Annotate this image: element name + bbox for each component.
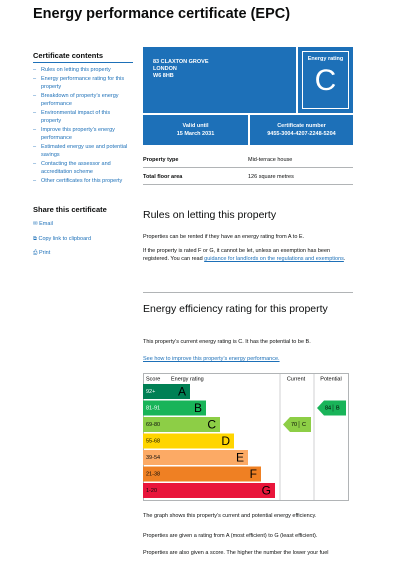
share-item[interactable]: ✉ Email bbox=[33, 221, 53, 227]
address-line: 83 CLAXTON GROVE bbox=[153, 59, 209, 65]
band-letter: B bbox=[194, 401, 202, 415]
band-letter: F bbox=[250, 467, 257, 481]
graph-header: Energy rating bbox=[171, 376, 204, 382]
band-letter: A bbox=[178, 385, 186, 399]
rating-label: Energy rating bbox=[307, 56, 344, 62]
detail-label: Total floor area bbox=[143, 174, 183, 180]
contents-link[interactable]: Breakdown of property’s energy performan… bbox=[33, 92, 131, 108]
rating-band bbox=[143, 466, 261, 482]
graph-header: Potential bbox=[320, 376, 341, 382]
band-score: 69-80 bbox=[146, 422, 160, 428]
rating-box: Energy rating C bbox=[298, 47, 353, 113]
contents-link[interactable]: Improve this property’s energy performan… bbox=[33, 126, 131, 142]
graph-header: Current bbox=[287, 376, 306, 382]
note: Properties are also given a score. The h… bbox=[143, 550, 329, 556]
address-line: W6 8HB bbox=[153, 73, 174, 79]
share-label[interactable]: Copy link to clipboard bbox=[38, 235, 92, 242]
rating-band bbox=[143, 400, 206, 416]
current-score: 70 bbox=[291, 422, 297, 428]
cert-box: Certificate number 9455-3004-4207-2248-5… bbox=[250, 115, 353, 145]
band-letter: D bbox=[221, 434, 230, 448]
share-list: ✉ Email ⧉ Copy link to clipboard ⎙ Print bbox=[33, 220, 133, 264]
improve-link[interactable]: See how to improve this property’s energ… bbox=[143, 356, 280, 362]
row-divider bbox=[143, 184, 353, 185]
potential-score: 84 bbox=[325, 405, 331, 411]
efficiency-title: Energy efficiency rating for this proper… bbox=[143, 303, 328, 315]
share-item[interactable]: ⎙ Print bbox=[33, 250, 51, 256]
rating-band bbox=[143, 417, 220, 432]
band-score: 1-20 bbox=[146, 488, 157, 494]
current-letter: C bbox=[302, 422, 306, 428]
contents-link[interactable]: Estimated energy use and potential savin… bbox=[33, 143, 131, 159]
band-letter: C bbox=[207, 418, 216, 432]
efficiency-text: This property’s current energy rating is… bbox=[143, 339, 311, 345]
band-score: 21-38 bbox=[146, 471, 160, 477]
valid-label: Valid until bbox=[182, 123, 209, 129]
share-item[interactable]: ⧉ Copy link to clipboard bbox=[33, 235, 92, 242]
rating-graph: Score Energy rating Current Potential 92+ A 81… bbox=[143, 373, 349, 501]
contents-title: Certificate contents bbox=[33, 51, 104, 60]
page-title: Energy performance certificate (EPC) bbox=[33, 6, 291, 22]
contents-link[interactable]: Environmental impact of this property bbox=[33, 109, 131, 125]
rules-title: Rules on letting this property bbox=[143, 209, 277, 221]
contents-link[interactable]: Other certificates for this property bbox=[33, 177, 131, 185]
band-letter: G bbox=[262, 484, 271, 498]
potential-arrow bbox=[317, 400, 346, 416]
share-label[interactable]: Print bbox=[38, 250, 51, 256]
share-title: Share this certificate bbox=[33, 205, 107, 214]
band-score: 81-91 bbox=[146, 405, 160, 411]
row-divider bbox=[143, 167, 353, 168]
valid-date: 15 March 2031 bbox=[176, 131, 215, 137]
graph-header: Score bbox=[146, 376, 160, 382]
note: Properties are given a rating from A (mo… bbox=[143, 533, 318, 539]
address: 83 CLAXTON GROVE LONDON W6 8HB bbox=[153, 59, 209, 80]
detail-label: Property type bbox=[143, 157, 179, 163]
potential-letter: B bbox=[336, 405, 340, 411]
rating-letter: C bbox=[314, 64, 337, 97]
note: The graph shows this property’s current … bbox=[143, 513, 317, 519]
rules-p2: If the property is rated F or G, it cann… bbox=[143, 247, 355, 263]
contents-link[interactable]: Contacting the assessor and accreditatio… bbox=[33, 160, 131, 176]
rating-band bbox=[143, 433, 234, 449]
cert-label: Certificate number bbox=[277, 123, 326, 129]
cert-number: 9455-3004-4207-2248-5204 bbox=[267, 131, 336, 137]
rating-band bbox=[143, 384, 190, 399]
address-box: 83 CLAXTON GROVE LONDON W6 8HB bbox=[143, 47, 296, 113]
rating-band bbox=[143, 483, 275, 498]
address-line: LONDON bbox=[153, 66, 177, 72]
contents-list: Rules on letting this propertyEnergy per… bbox=[33, 66, 131, 186]
band-letter: E bbox=[236, 451, 244, 465]
rating-band bbox=[143, 450, 248, 465]
guidance-link[interactable]: guidance for landlords on the regulation… bbox=[204, 256, 344, 262]
text: . bbox=[343, 256, 346, 262]
rules-p1: Properties can be rented if they have an… bbox=[143, 234, 305, 240]
text: If the property is rated F or G, it cann… bbox=[143, 248, 331, 262]
current-arrow bbox=[283, 417, 311, 432]
band-score: 92+ bbox=[146, 389, 155, 395]
contents-link[interactable]: Energy performance rating for this prope… bbox=[33, 75, 131, 91]
detail-value: Mid-terrace house bbox=[248, 157, 293, 163]
band-score: 55-68 bbox=[146, 438, 160, 444]
share-label[interactable]: Email bbox=[39, 221, 53, 227]
detail-value: 126 square metres bbox=[248, 174, 294, 180]
valid-box: Valid until 15 March 2031 bbox=[143, 115, 248, 145]
contents-link[interactable]: Rules on letting this property bbox=[33, 66, 131, 74]
band-score: 39-54 bbox=[146, 455, 160, 461]
